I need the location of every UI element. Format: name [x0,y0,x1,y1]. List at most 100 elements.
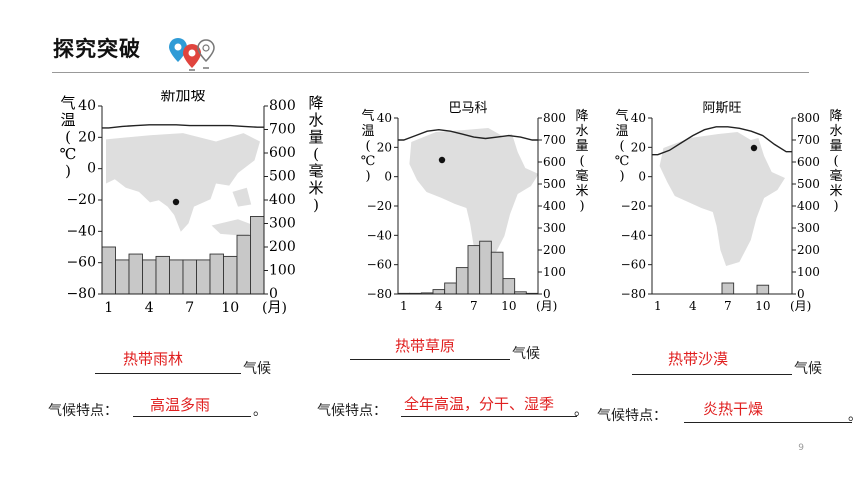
temp-tick-label-2: 0 [638,170,646,184]
precip-tick-label-4: 400 [797,199,820,213]
precip-bar-7 [182,259,197,295]
precip-tick-label-6: 200 [543,243,566,257]
precip-tick-label-4: 400 [269,192,296,208]
temp-tick-label-6: −80 [367,287,392,301]
precip-tick-label-2: 600 [543,155,566,169]
climate-answer-3: 热带沙漠 [668,350,729,368]
climate-blank-2[interactable] [350,359,510,360]
precip-bar-5 [155,255,170,295]
left-axis-label-char-1: 温 [60,111,75,129]
feature-blank-1[interactable] [133,416,251,417]
precip-tick-label-7: 100 [543,265,566,279]
right-axis-label-char-5: 米 [575,184,588,199]
map-singapore [106,133,260,236]
feature-end-3: 。 [848,405,860,425]
precip-bar-9 [209,253,224,295]
page-number: 9 [798,443,804,453]
feature-prompt-2: 气候特点： [317,403,387,419]
precip-tick-label-2: 600 [797,155,820,169]
x-unit-label-aswan: (月) [790,299,811,312]
precip-tick-label-0: 800 [543,111,566,125]
temp-tick-label-3: −20 [66,192,96,208]
left-axis-label-char-1: 温 [615,124,628,139]
station-dot-singapore [172,198,180,206]
station-name-aswan: 阿斯旺 [702,101,741,116]
feature-end-2: 。 [574,403,588,419]
right-axis-label-char-1: 水 [575,124,588,139]
temp-tick-label-5: −60 [367,258,392,272]
climate-chart-singapore: 40 20 0 −20 −40 −60 −80 800 700 600 500 400 300 200 10… [58,86,328,322]
precip-bar-2 [115,259,130,295]
right-axis-label-char-2: 量 [575,139,588,154]
climate-suffix-3: 气候 [794,361,822,377]
month-tick-label-2: 7 [724,299,732,312]
map-shape-singapore [106,133,260,236]
precip-tick-label-3: 500 [543,177,566,191]
month-tick-label-2: 7 [185,300,194,316]
right-axis-label-char-3: ( [579,154,584,169]
precip-bar-1 [101,246,116,295]
right-axis-label-char-2: 量 [308,128,323,146]
precip-tick-label-7: 100 [269,263,296,279]
feature-blank-3[interactable] [684,422,852,423]
right-axis-label-char-1: 水 [829,124,842,139]
map-shape-bamako [409,128,539,264]
climate-answer-1: 热带雨林 [123,350,184,368]
precip-bar-8 [196,259,211,295]
feature-end-1: 。 [253,403,267,419]
right-axis-label-char-0: 降 [308,94,323,112]
climate-blank-1[interactable] [95,373,241,374]
precip-bar-12 [250,215,265,295]
month-tick-label-3: 10 [501,299,516,312]
temp-tick-label-6: −80 [621,287,646,301]
precip-tick-label-0: 800 [797,111,820,125]
left-axis-label-char-3: ℃ [60,145,77,163]
station-dot-bamako [438,156,446,164]
map-bamako [409,128,539,264]
right-axis-label-char-6: ) [579,199,584,214]
left-axis-label-char-4: ) [65,162,71,180]
chart-svg-aswan: 40200−20−40−60−8080070060050040030020010… [615,101,843,313]
left-axis-label-char-0: 气 [60,94,75,112]
month-tick-label-2: 7 [470,299,478,312]
right-axis-label-char-3: ( [833,154,838,169]
feature-blank-2[interactable] [401,416,577,417]
right-axis-label-char-4: 毫 [308,162,323,180]
precip-tick-label-3: 500 [269,169,296,185]
precip-tick-label-5: 300 [269,216,296,232]
location-pins-icon [168,36,220,76]
precip-tick-label-1: 700 [797,133,820,147]
temp-tick-label-4: −40 [367,228,392,242]
precip-tick-label-1: 700 [543,133,566,147]
left-axis-label-char-2: ( [365,139,370,154]
left-axis-label-char-2: ( [65,128,71,146]
precip-tick-label-8: 0 [269,286,278,302]
left-axis-label-char-3: ℃ [615,154,630,169]
right-axis-label-char-5: 米 [308,179,323,197]
left-axis-label-char-4: ) [619,169,624,184]
precip-bar-8 [479,240,492,295]
feature-answer-3: 炎热干燥 [703,400,764,418]
temp-tick-label-5: −60 [66,255,96,271]
temp-tick-label-2: 0 [87,161,96,177]
month-tick-label-0: 1 [654,299,662,312]
chart-svg-singapore: 40200−20−40−60−8080070060050040030020010… [60,86,324,316]
temperature-line-singapore [101,124,265,129]
precip-tick-label-5: 300 [543,221,566,235]
temp-tick-label-1: 20 [377,140,392,154]
month-tick-label-3: 10 [755,299,770,312]
station-name-bamako: 巴马科 [448,101,487,116]
precip-tick-label-5: 300 [797,221,820,235]
precip-tick-label-8: 0 [543,287,551,301]
temp-tick-label-3: −20 [621,199,646,213]
month-tick-label-0: 1 [400,299,408,312]
right-axis-label-char-6: ) [313,196,319,214]
precip-tick-label-1: 700 [269,122,296,138]
precip-bar-10 [502,278,516,295]
feature-prompt-3: 气候特点： [597,408,667,424]
climate-blank-3[interactable] [632,374,792,375]
month-tick-label-0: 1 [104,300,113,316]
right-axis-label-char-0: 降 [575,109,588,124]
feature-answer-2: 全年高温，分干、湿季 [404,395,555,413]
precip-bar-10 [756,284,770,295]
